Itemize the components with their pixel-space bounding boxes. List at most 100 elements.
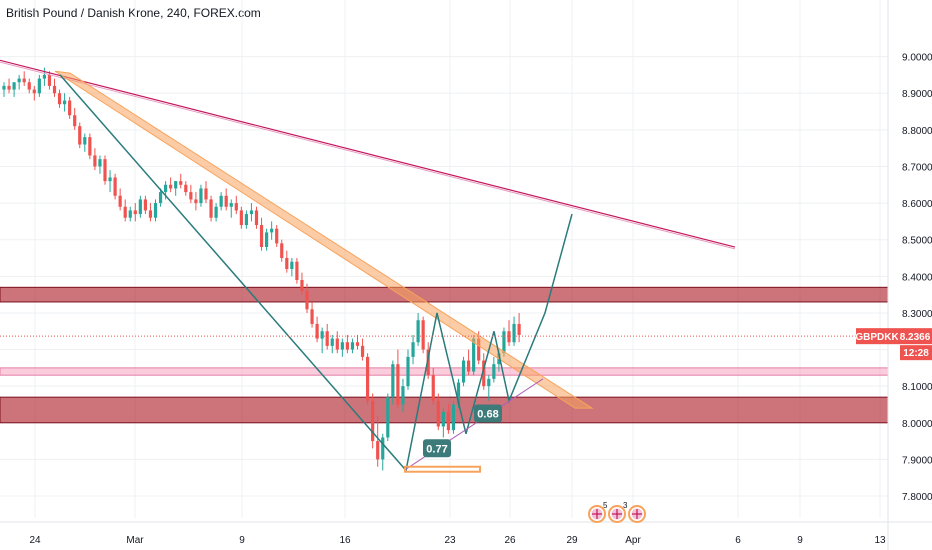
y-tick-label: 8.6000 xyxy=(902,199,932,210)
candle-body xyxy=(113,177,117,196)
candle-body xyxy=(17,78,21,83)
trendline-orange xyxy=(54,70,594,409)
annotation-label: 0.77 xyxy=(426,443,447,455)
event-flag-icon: 5 xyxy=(588,501,608,523)
candle-body xyxy=(68,100,72,116)
candle-body xyxy=(507,331,511,343)
candle-body xyxy=(153,203,158,218)
candle-body xyxy=(451,404,456,431)
candle-body xyxy=(88,137,92,156)
candle-body xyxy=(194,199,198,204)
annotation-068: 0.68 xyxy=(474,404,502,423)
y-tick-label: 8.4000 xyxy=(902,272,932,283)
x-tick-label: Mar xyxy=(126,535,144,546)
drawings: 0.77 0.68 xyxy=(0,59,888,473)
candle-body xyxy=(350,342,355,350)
y-tick-label: 8.8000 xyxy=(902,126,932,137)
candle-body xyxy=(224,195,228,207)
zones xyxy=(0,286,889,424)
candle-body xyxy=(143,199,147,211)
candle-body xyxy=(436,400,440,427)
candle-body xyxy=(22,78,26,83)
candle-body xyxy=(477,338,481,361)
candle-body xyxy=(315,323,319,339)
x-tick-label: 29 xyxy=(566,535,578,546)
y-tick-label: 8.9000 xyxy=(902,89,932,100)
candle-body xyxy=(128,210,132,218)
x-tick-label: 13 xyxy=(874,535,886,546)
x-tick-label: 16 xyxy=(339,535,351,546)
resistance-zone xyxy=(0,286,889,303)
candle-body xyxy=(517,323,521,335)
symbol-badge-label: GBPDKK xyxy=(855,332,899,343)
candle-body xyxy=(265,232,269,248)
candle-body xyxy=(320,331,324,339)
candle-body xyxy=(254,210,259,226)
candle-body xyxy=(52,85,57,94)
x-tick-label: 23 xyxy=(444,535,456,546)
candle-body xyxy=(108,177,112,182)
y-tick-label: 8.5000 xyxy=(902,236,932,247)
candle-body xyxy=(148,210,153,218)
candle-body xyxy=(244,214,248,226)
candle-body xyxy=(386,397,390,438)
event-flag-count: 5 xyxy=(603,501,608,510)
candle-body xyxy=(133,210,137,215)
candle-body xyxy=(239,210,243,226)
candle-body xyxy=(406,356,410,387)
x-tick-label: 9 xyxy=(239,535,245,546)
candle-body xyxy=(461,360,466,383)
candle-body xyxy=(164,184,168,193)
support-zone xyxy=(0,367,889,376)
candle-body xyxy=(2,85,6,90)
candle-body xyxy=(512,323,516,343)
candle-body xyxy=(63,100,67,105)
candle-body xyxy=(7,85,11,90)
candle-body xyxy=(174,181,178,189)
candle-body xyxy=(366,356,370,401)
candle-body xyxy=(103,159,107,182)
candle-body xyxy=(456,382,461,405)
candle-body xyxy=(138,199,142,215)
last-price-label: 8.2366 xyxy=(900,332,931,343)
candle-body xyxy=(158,192,163,204)
candle-body xyxy=(391,364,395,398)
candle-body xyxy=(83,137,87,145)
y-tick-label: 8.0000 xyxy=(902,419,932,430)
x-tick-label: 9 xyxy=(797,535,803,546)
trendline-purple-inner xyxy=(0,61,736,250)
candle-body xyxy=(229,203,233,207)
candle-body xyxy=(446,411,450,431)
candle-body xyxy=(32,89,36,94)
candle-body xyxy=(209,199,213,218)
trendline-purple xyxy=(0,59,736,248)
annotation-077: 0.77 xyxy=(423,439,451,458)
candle-body xyxy=(123,206,127,218)
y-tick-label: 8.1000 xyxy=(902,382,932,393)
y-tick-label: 7.9000 xyxy=(902,455,932,466)
candle-body xyxy=(360,345,365,357)
candle-body xyxy=(27,82,31,90)
candle-body xyxy=(42,74,46,79)
candle-body xyxy=(98,159,102,167)
candle-body xyxy=(300,279,304,291)
candle-body xyxy=(492,364,496,379)
candle-body xyxy=(467,360,471,372)
candle-body xyxy=(305,290,309,310)
pattern-path xyxy=(59,74,573,473)
countdown-label: 12:28 xyxy=(903,348,929,359)
event-flag-icon: 3 xyxy=(608,501,628,523)
candle-body xyxy=(214,206,218,218)
bottom-box xyxy=(404,465,481,473)
candle-body xyxy=(37,78,41,94)
candle-body xyxy=(371,400,375,442)
x-tick-label: 26 xyxy=(504,535,516,546)
candle-body xyxy=(189,192,193,200)
candle-body xyxy=(93,155,97,167)
candle-body xyxy=(487,378,491,387)
candle-body xyxy=(441,411,445,427)
candle-body xyxy=(345,342,349,350)
candle-body xyxy=(330,338,334,346)
